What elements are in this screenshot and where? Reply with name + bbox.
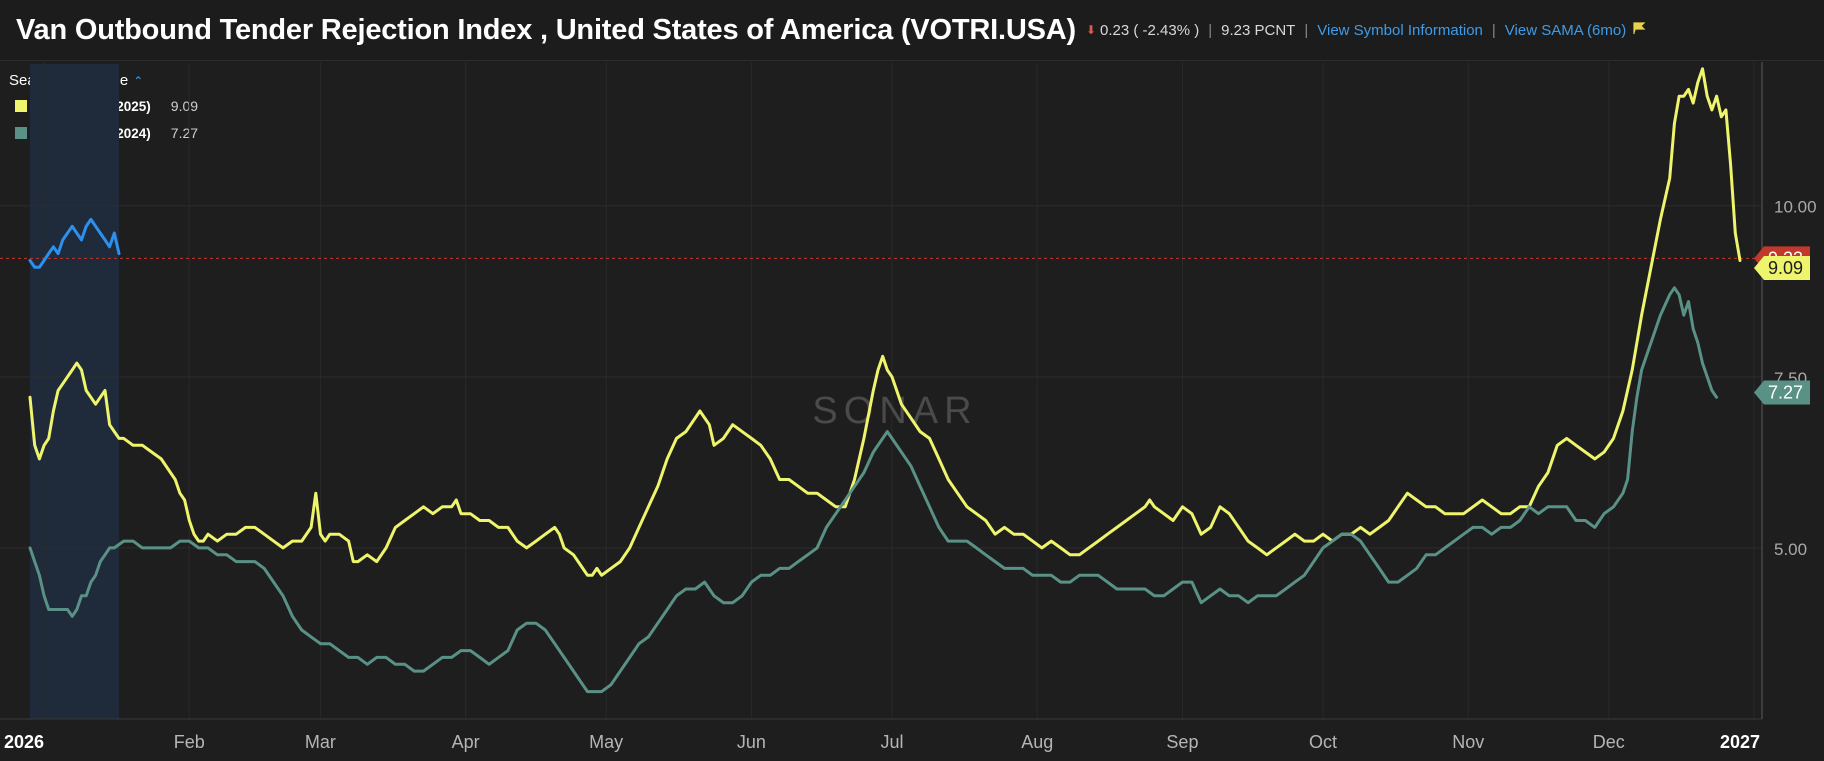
chart-header: Van Outbound Tender Rejection Index , Un… bbox=[0, 0, 1824, 61]
seasonality-mode-toggle[interactable]: Seasonality Mode ⌃ bbox=[9, 72, 198, 89]
sama-flag-icon[interactable] bbox=[1632, 20, 1648, 40]
legend-series-name: VOTRI.USA (2025) bbox=[35, 98, 151, 114]
legend-item-2025[interactable]: VOTRI.USA (2025) 9.09 bbox=[9, 98, 198, 114]
series-line-1 bbox=[28, 286, 1719, 694]
end-label-tag: 9.23 bbox=[1754, 246, 1810, 271]
x-tick-label: 2027 bbox=[1720, 732, 1760, 752]
down-arrow-icon: ⬇ bbox=[1085, 23, 1097, 37]
x-tick-label: Oct bbox=[1309, 732, 1337, 752]
end-label-text: 7.27 bbox=[1768, 383, 1803, 403]
y-tick-label: 10.00 bbox=[1774, 198, 1817, 217]
x-tick-label: Dec bbox=[1593, 732, 1625, 752]
change-value: 0.23 ( -2.43% ) bbox=[1100, 21, 1200, 39]
end-label-text: 9.09 bbox=[1768, 258, 1803, 278]
highlight-band bbox=[30, 64, 120, 719]
y-tick-label: 5.00 bbox=[1774, 540, 1807, 559]
series-line-0 bbox=[28, 67, 1742, 577]
legend-swatch bbox=[15, 100, 27, 112]
x-tick-label: Apr bbox=[452, 732, 480, 752]
chevron-up-icon: ⌃ bbox=[133, 74, 144, 88]
end-label-tag: 9.09 bbox=[1754, 255, 1810, 280]
view-sama-link[interactable]: View SAMA (6mo) bbox=[1504, 21, 1627, 39]
chart-title: Van Outbound Tender Rejection Index , Un… bbox=[16, 13, 1076, 46]
x-tick-label: Jul bbox=[880, 732, 903, 752]
x-tick-label: Sep bbox=[1166, 732, 1198, 752]
end-label-bg bbox=[1754, 255, 1810, 280]
seasonality-mode-label: Seasonality Mode bbox=[9, 72, 129, 89]
x-tick-label: Nov bbox=[1452, 732, 1484, 752]
legend: Seasonality Mode ⌃ VOTRI.USA (2025) 9.09 … bbox=[9, 72, 198, 152]
legend-series-value: 9.09 bbox=[170, 98, 199, 114]
x-tick-label: Feb bbox=[174, 732, 205, 752]
sonar-watermark: SONAR bbox=[812, 390, 977, 432]
legend-swatch bbox=[15, 127, 27, 139]
view-symbol-info-link[interactable]: View Symbol Information bbox=[1317, 21, 1483, 39]
legend-series-name: VOTRI.USA (2024) bbox=[35, 125, 151, 141]
end-label-bg bbox=[1754, 380, 1810, 405]
end-label-tag: 7.27 bbox=[1754, 380, 1810, 405]
last-value: 9.23 PCNT bbox=[1221, 21, 1296, 39]
x-tick-label: Mar bbox=[305, 732, 336, 752]
series-line-2 bbox=[28, 217, 121, 269]
legend-series-value: 7.27 bbox=[170, 125, 199, 141]
separator: | bbox=[1208, 21, 1213, 39]
end-label-text: 9.23 bbox=[1768, 248, 1803, 268]
separator: | bbox=[1491, 21, 1496, 39]
x-tick-label: Jun bbox=[737, 732, 766, 752]
x-tick-label: Aug bbox=[1021, 732, 1053, 752]
legend-item-2024[interactable]: VOTRI.USA (2024) 7.27 bbox=[9, 125, 198, 141]
y-tick-label: 7.50 bbox=[1774, 369, 1807, 388]
end-label-bg bbox=[1754, 246, 1810, 271]
x-tick-label: May bbox=[589, 732, 623, 752]
separator: | bbox=[1304, 21, 1309, 39]
x-tick-label: 2026 bbox=[4, 732, 44, 752]
header-meta: ⬇ 0.23 ( -2.43% ) | 9.23 PCNT | View Sym… bbox=[1086, 20, 1648, 40]
